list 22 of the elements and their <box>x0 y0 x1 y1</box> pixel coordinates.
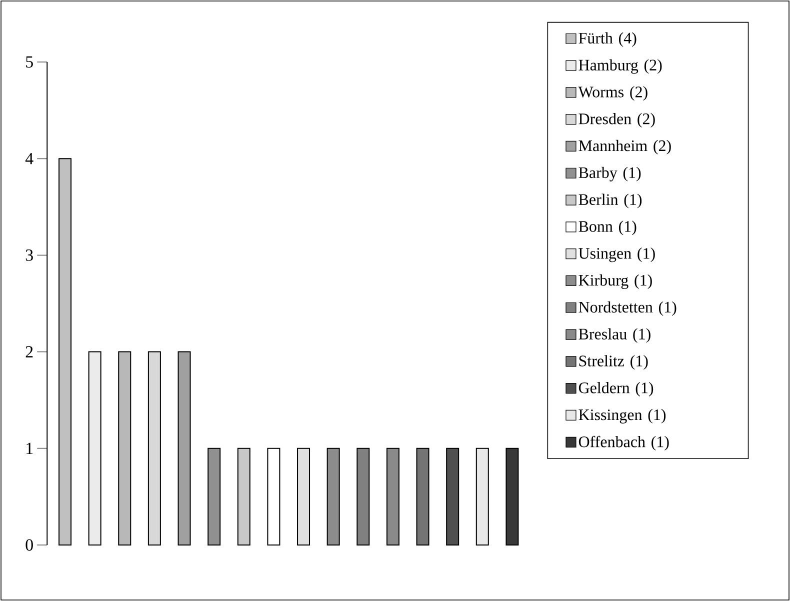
legend-label: Kirburg (1) <box>578 274 652 289</box>
legend-label: Breslau (1) <box>578 328 650 343</box>
y-tick-label: 5 <box>26 56 33 68</box>
legend-label: Mannheim (2) <box>578 140 671 154</box>
legend-label: Kissingen (1) <box>578 408 666 424</box>
y-tick-label: 4 <box>25 153 34 164</box>
y-tick-label: 2 <box>26 346 33 358</box>
legend-label: Nordstetten (1) <box>578 301 676 316</box>
y-tick-label: 1 <box>26 442 33 454</box>
legend-label: Bonn (1) <box>578 220 636 236</box>
legend-label: Geldern (1) <box>578 382 654 397</box>
y-tick-label: 3 <box>26 249 33 261</box>
legend-label: Strelitz (1) <box>579 355 648 370</box>
legend-label: Usingen (1) <box>578 248 655 262</box>
legend-label: Dresden (2) <box>578 113 655 128</box>
legend-label: Worms (2) <box>578 86 648 101</box>
legend-label: Barby (1) <box>578 166 641 182</box>
y-tick-label: 0 <box>26 539 33 551</box>
legend-label: Offenbach (1) <box>578 436 669 450</box>
legend-label: Hamburg (2) <box>578 59 662 74</box>
legend-label: Berlin (1) <box>578 194 642 208</box>
legend-label: Fürth (4) <box>578 32 636 47</box>
